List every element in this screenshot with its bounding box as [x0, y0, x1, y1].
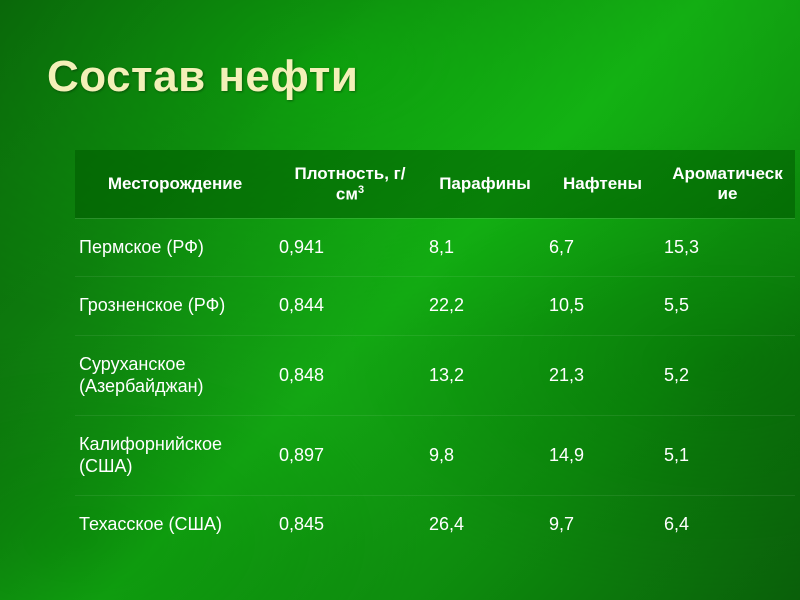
table-body: Пермское (РФ) 0,941 8,1 6,7 15,3 Грознен… [75, 218, 795, 554]
cell-aromatics: 6,4 [660, 496, 795, 554]
oil-composition-table: Месторождение Плотность, г/см3 Парафины … [75, 150, 795, 554]
col-header-density: Плотность, г/см3 [275, 150, 425, 218]
cell-density: 0,941 [275, 218, 425, 277]
cell-paraffins: 22,2 [425, 277, 545, 336]
col-header-location: Месторождение [75, 150, 275, 218]
cell-aromatics: 5,1 [660, 416, 795, 496]
slide: Состав нефти Месторождение Плотность, г/… [0, 0, 800, 600]
cell-aromatics: 15,3 [660, 218, 795, 277]
table-row: Пермское (РФ) 0,941 8,1 6,7 15,3 [75, 218, 795, 277]
cell-naphthenes: 21,3 [545, 335, 660, 415]
cell-aromatics: 5,5 [660, 277, 795, 336]
cell-naphthenes: 14,9 [545, 416, 660, 496]
cell-naphthenes: 10,5 [545, 277, 660, 336]
cell-paraffins: 13,2 [425, 335, 545, 415]
oil-composition-table-wrap: Месторождение Плотность, г/см3 Парафины … [75, 150, 795, 554]
cell-location: Пермское (РФ) [75, 218, 275, 277]
slide-title: Состав нефти [47, 52, 358, 102]
cell-density: 0,848 [275, 335, 425, 415]
cell-paraffins: 9,8 [425, 416, 545, 496]
cell-location: Техасское (США) [75, 496, 275, 554]
cell-aromatics: 5,2 [660, 335, 795, 415]
cell-density: 0,844 [275, 277, 425, 336]
table-row: Калифорнийское (США) 0,897 9,8 14,9 5,1 [75, 416, 795, 496]
col-header-aromatics: Ароматические [660, 150, 795, 218]
cell-paraffins: 8,1 [425, 218, 545, 277]
cell-location: Грозненское (РФ) [75, 277, 275, 336]
cell-location: Суруханское (Азербайджан) [75, 335, 275, 415]
cell-naphthenes: 9,7 [545, 496, 660, 554]
cell-density: 0,897 [275, 416, 425, 496]
table-header-row: Месторождение Плотность, г/см3 Парафины … [75, 150, 795, 218]
cell-paraffins: 26,4 [425, 496, 545, 554]
col-header-naphthenes: Нафтены [545, 150, 660, 218]
cell-location: Калифорнийское (США) [75, 416, 275, 496]
table-row: Грозненское (РФ) 0,844 22,2 10,5 5,5 [75, 277, 795, 336]
table-row: Суруханское (Азербайджан) 0,848 13,2 21,… [75, 335, 795, 415]
col-header-paraffins: Парафины [425, 150, 545, 218]
table-row: Техасское (США) 0,845 26,4 9,7 6,4 [75, 496, 795, 554]
cell-density: 0,845 [275, 496, 425, 554]
cell-naphthenes: 6,7 [545, 218, 660, 277]
